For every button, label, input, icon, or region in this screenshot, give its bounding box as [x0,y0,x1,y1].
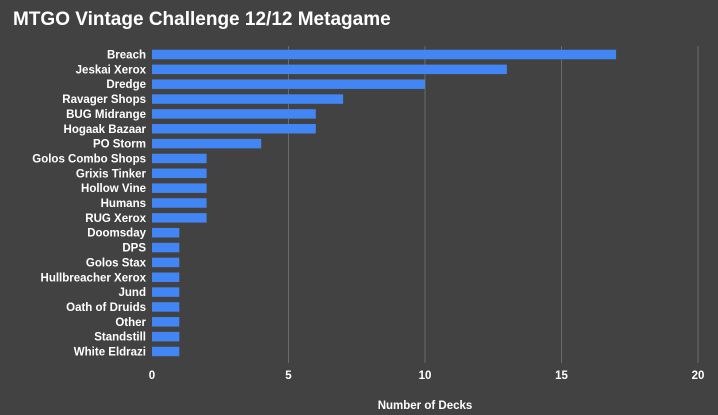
category-label: Standstill [94,332,146,344]
category-label: RUG Xerox [85,213,146,225]
bar [152,227,180,238]
category-label: White Eldrazi [74,347,146,359]
bars [152,49,617,357]
bar [152,257,180,268]
bar [152,302,180,312]
bar [152,153,207,164]
category-label: Dredge [106,79,146,91]
category-label: Ravager Shops [62,94,146,106]
x-tick-label: 20 [692,370,705,382]
x-tick-labels: 0 5 10 15 20 [149,370,705,382]
bar [152,124,316,134]
chart-title: MTGO Vintage Challenge 12/12 Metagame [13,9,391,30]
category-label: Grixis Tinker [76,168,147,180]
x-tick-label: 0 [149,370,155,382]
category-label: Oath of Druids [66,302,146,314]
x-axis-title: Number of Decks [378,400,473,412]
x-tick-label: 10 [419,370,432,382]
bar [152,94,344,104]
category-label: Hullbreacher Xerox [41,272,147,284]
bar [152,168,207,179]
category-label: Jund [119,287,146,299]
category-label: Hogaak Bazaar [64,124,147,136]
bar [152,317,180,327]
bar [152,213,207,223]
category-label: BUG Midrange [66,109,146,121]
bar [152,346,180,357]
category-label: Breach [107,50,146,62]
category-label: PO Storm [93,139,146,151]
bar [152,49,617,60]
x-tick-label: 15 [555,370,568,382]
category-label: DPS [122,243,146,255]
category-labels: Breach Jeskai Xerox Dredge Ravager Shops BUG… [32,50,146,359]
bar [152,287,180,297]
category-label: Jeskai Xerox [76,64,147,76]
bar [152,272,180,282]
category-label: Doomsday [87,228,146,240]
category-label: Other [115,317,146,329]
bar [152,138,262,149]
grid-lines [288,46,699,363]
bar [152,331,180,342]
category-label: Hollow Vine [81,183,146,195]
category-label: Humans [101,198,146,210]
bar [152,64,507,75]
bar [152,183,207,193]
bar [152,109,316,119]
bar [152,79,425,89]
category-label: Golos Stax [86,257,147,269]
x-tick-label: 5 [285,370,292,382]
bar [152,198,207,208]
bar [152,242,180,253]
category-label: Golos Combo Shops [32,153,146,165]
